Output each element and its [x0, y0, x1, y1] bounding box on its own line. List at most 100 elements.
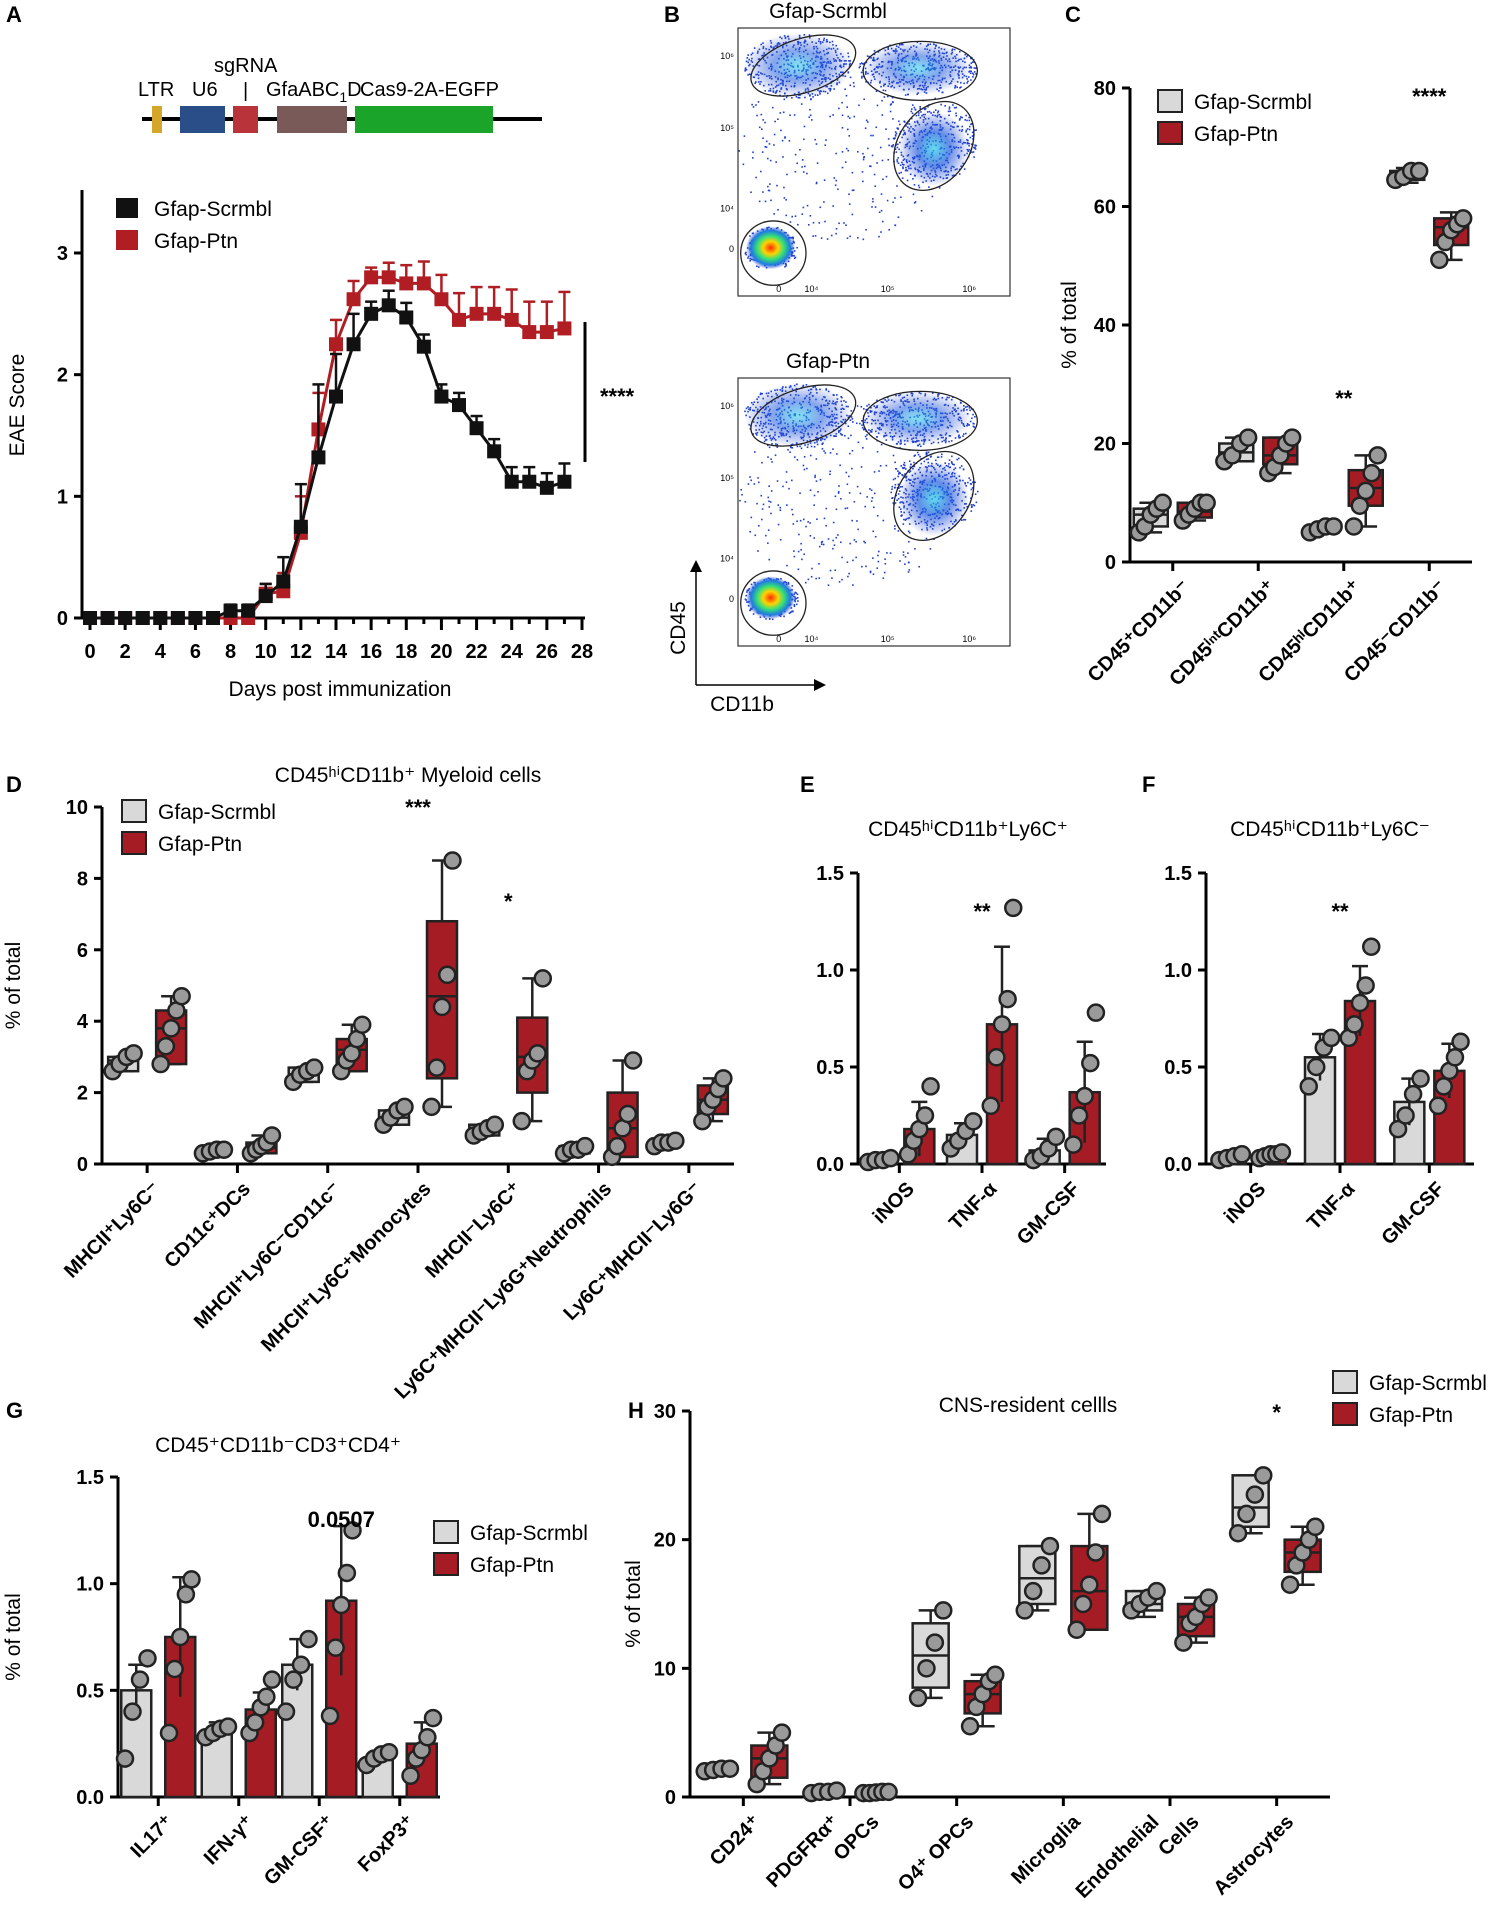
cas9-egfp-segment: [355, 106, 493, 133]
data-point: [1345, 1015, 1364, 1034]
flow-event: [835, 152, 837, 155]
flow-event: [951, 463, 954, 466]
flow-event: [892, 502, 895, 504]
flow-event: [829, 473, 831, 476]
data-point: [1356, 976, 1375, 995]
flow-event: [800, 548, 802, 551]
flow-event: [974, 416, 976, 418]
data-point: [1451, 1032, 1470, 1052]
flow-event: [971, 505, 973, 508]
flow-event: [779, 538, 782, 541]
flow-event: [752, 106, 755, 108]
data-point: [557, 474, 572, 489]
flow-event: [801, 166, 803, 168]
x-tick-label: CD24⁺: [706, 1811, 765, 1870]
flow-event: [760, 113, 763, 116]
flow-event: [899, 447, 901, 449]
flow-event: [925, 458, 928, 461]
flow-event: [970, 408, 973, 410]
data-point: [485, 1115, 505, 1134]
data-point: [528, 1044, 547, 1063]
cas9-label: Cas9-2A-EGFP: [360, 79, 499, 101]
flow-event: [914, 454, 916, 457]
flow-event: [833, 177, 836, 179]
data-point: [1073, 1594, 1093, 1614]
data-point: [1453, 209, 1473, 228]
data-point: [1032, 1556, 1051, 1575]
flow-event: [925, 453, 928, 456]
flow-event: [933, 538, 935, 541]
flow-event: [852, 559, 854, 562]
x-tick-label: GM-CSF: [1013, 1178, 1084, 1249]
flow-event: [880, 231, 882, 233]
flow-event: [797, 600, 799, 602]
x-tick-label: IL17⁺: [126, 1811, 177, 1862]
chart-title: CD45ʰⁱCD11b⁺ Myeloid cells: [275, 764, 541, 787]
flow-event: [770, 458, 772, 460]
flow-event: [893, 486, 896, 489]
flow-event: [885, 128, 887, 130]
flow-event: [853, 85, 855, 88]
flow-event: [918, 112, 920, 114]
legend-label-ptn: Gfap-Ptn: [1369, 1404, 1453, 1427]
legend-label-scrambled: Gfap-Scrmbl: [470, 1522, 588, 1545]
flow-y-tick: 10⁵: [720, 123, 734, 133]
x-tick-label: Microglia: [1007, 1810, 1085, 1888]
flow-event: [818, 545, 821, 548]
flow-event: [903, 461, 906, 464]
flow-event: [796, 459, 799, 461]
panel-label-g: G: [6, 1398, 23, 1423]
flow-event: [826, 92, 829, 95]
flow-event: [819, 206, 822, 209]
flow-event: [894, 528, 896, 530]
flow-event: [745, 251, 747, 254]
flow-event: [801, 159, 804, 161]
flow-event: [952, 104, 954, 106]
data-point: [608, 1136, 627, 1156]
data-point: [452, 398, 466, 413]
flow-event: [907, 540, 910, 543]
construct-diagram: LTR U6 sgRNA | GfaABC1D Cas9-2A-EGFP: [138, 55, 542, 133]
flow-event: [864, 127, 867, 130]
flow-event: [927, 105, 929, 108]
flow-event: [744, 252, 747, 255]
flow-event: [785, 263, 787, 266]
flow-event: [840, 541, 842, 544]
flow-event: [784, 265, 786, 268]
y-tick-label: 0.0: [1164, 1154, 1192, 1176]
flow-event: [869, 571, 872, 574]
flow-event: [803, 125, 806, 128]
data-point: [1272, 1143, 1292, 1162]
flow-event: [745, 253, 748, 256]
data-point: [1280, 1575, 1300, 1594]
flow-event: [934, 459, 937, 462]
flow-event: [796, 520, 798, 523]
flow-event: [783, 186, 785, 189]
flow-event: [848, 203, 851, 205]
significance-label: **: [1331, 899, 1349, 924]
flow-event: [919, 105, 921, 108]
flow-event: [814, 138, 816, 141]
flow-event: [866, 55, 869, 57]
y-axis-title: EAE Score: [6, 354, 29, 457]
flow-event: [765, 146, 768, 148]
data-point: [1174, 1633, 1193, 1652]
flow-event: [880, 209, 883, 212]
data-point: [299, 1629, 318, 1649]
flow-event: [969, 136, 972, 139]
flow-event: [904, 464, 906, 467]
flow-event: [892, 144, 895, 146]
flow-event: [858, 66, 861, 69]
flow-event: [898, 487, 900, 489]
flow-event: [829, 569, 832, 572]
flow-event: [878, 235, 880, 238]
flow-x-tick: 10⁶: [962, 634, 976, 644]
x-tick-label: OPCs: [829, 1811, 883, 1865]
data-point: [623, 1051, 643, 1070]
flow-bottom-title: Gfap-Ptn: [786, 350, 870, 373]
data-point: [1282, 428, 1302, 447]
flow-event: [972, 72, 974, 75]
flow-event: [931, 195, 934, 198]
data-point: [423, 1708, 443, 1728]
data-point: [329, 389, 343, 404]
